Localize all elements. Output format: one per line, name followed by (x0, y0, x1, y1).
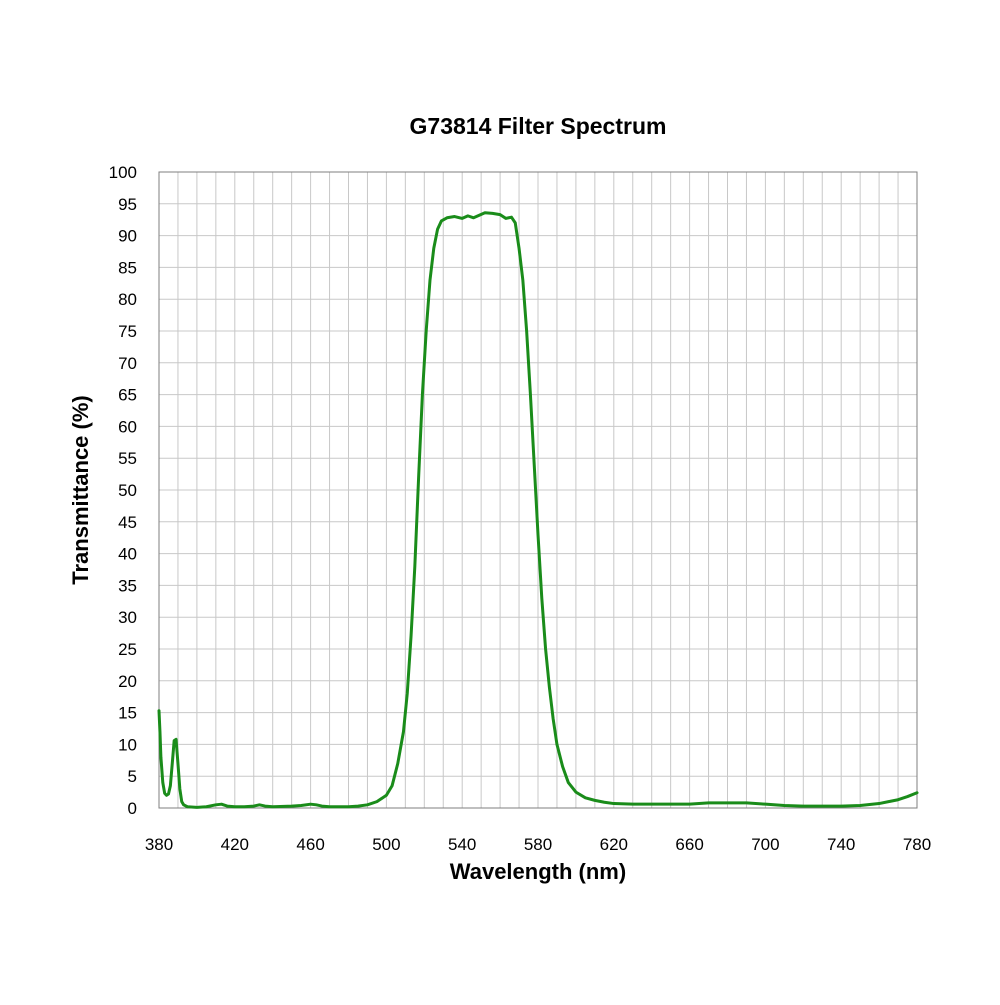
x-tick-label: 660 (675, 835, 703, 854)
x-tick-label: 380 (145, 835, 173, 854)
y-tick-label: 25 (118, 640, 137, 659)
x-tick-label: 500 (372, 835, 400, 854)
y-tick-label: 65 (118, 386, 137, 405)
chart-title: G73814 Filter Spectrum (410, 113, 667, 139)
x-tick-label: 540 (448, 835, 476, 854)
y-tick-label: 80 (118, 290, 137, 309)
plot-frame (158, 171, 918, 809)
y-tick-label: 30 (118, 608, 137, 627)
y-tick-label: 95 (118, 195, 137, 214)
y-tick-label: 70 (118, 354, 137, 373)
x-tick-label: 620 (600, 835, 628, 854)
x-tick-label: 420 (221, 835, 249, 854)
y-tick-label: 55 (118, 449, 137, 468)
y-tick-label: 15 (118, 704, 137, 723)
y-tick-label: 5 (128, 767, 137, 786)
y-tick-label: 60 (118, 417, 137, 436)
y-tick-label: 0 (128, 799, 137, 818)
y-tick-label: 90 (118, 227, 137, 246)
grid (159, 172, 917, 808)
y-tick-label: 35 (118, 576, 137, 595)
y-tick-label: 10 (118, 735, 137, 754)
x-tick-label: 700 (751, 835, 779, 854)
y-tick-label: 40 (118, 545, 137, 564)
y-axis-label: Transmittance (%) (68, 395, 93, 585)
y-tick-label: 100 (109, 163, 137, 182)
y-tick-label: 50 (118, 481, 137, 500)
y-tick-label: 20 (118, 672, 137, 691)
y-tick-label: 85 (118, 258, 137, 277)
x-axis-label: Wavelength (nm) (450, 859, 626, 884)
x-tick-label: 580 (524, 835, 552, 854)
x-tick-label: 740 (827, 835, 855, 854)
x-tick-label: 460 (296, 835, 324, 854)
x-tick-label: 780 (903, 835, 931, 854)
tick-labels: 380 420 460 500 540 580 620 660 700 740 780 0 5 10 15 2… (109, 163, 932, 854)
y-tick-label: 45 (118, 513, 137, 532)
transmittance-curve (157, 211, 919, 809)
y-tick-label: 75 (118, 322, 137, 341)
